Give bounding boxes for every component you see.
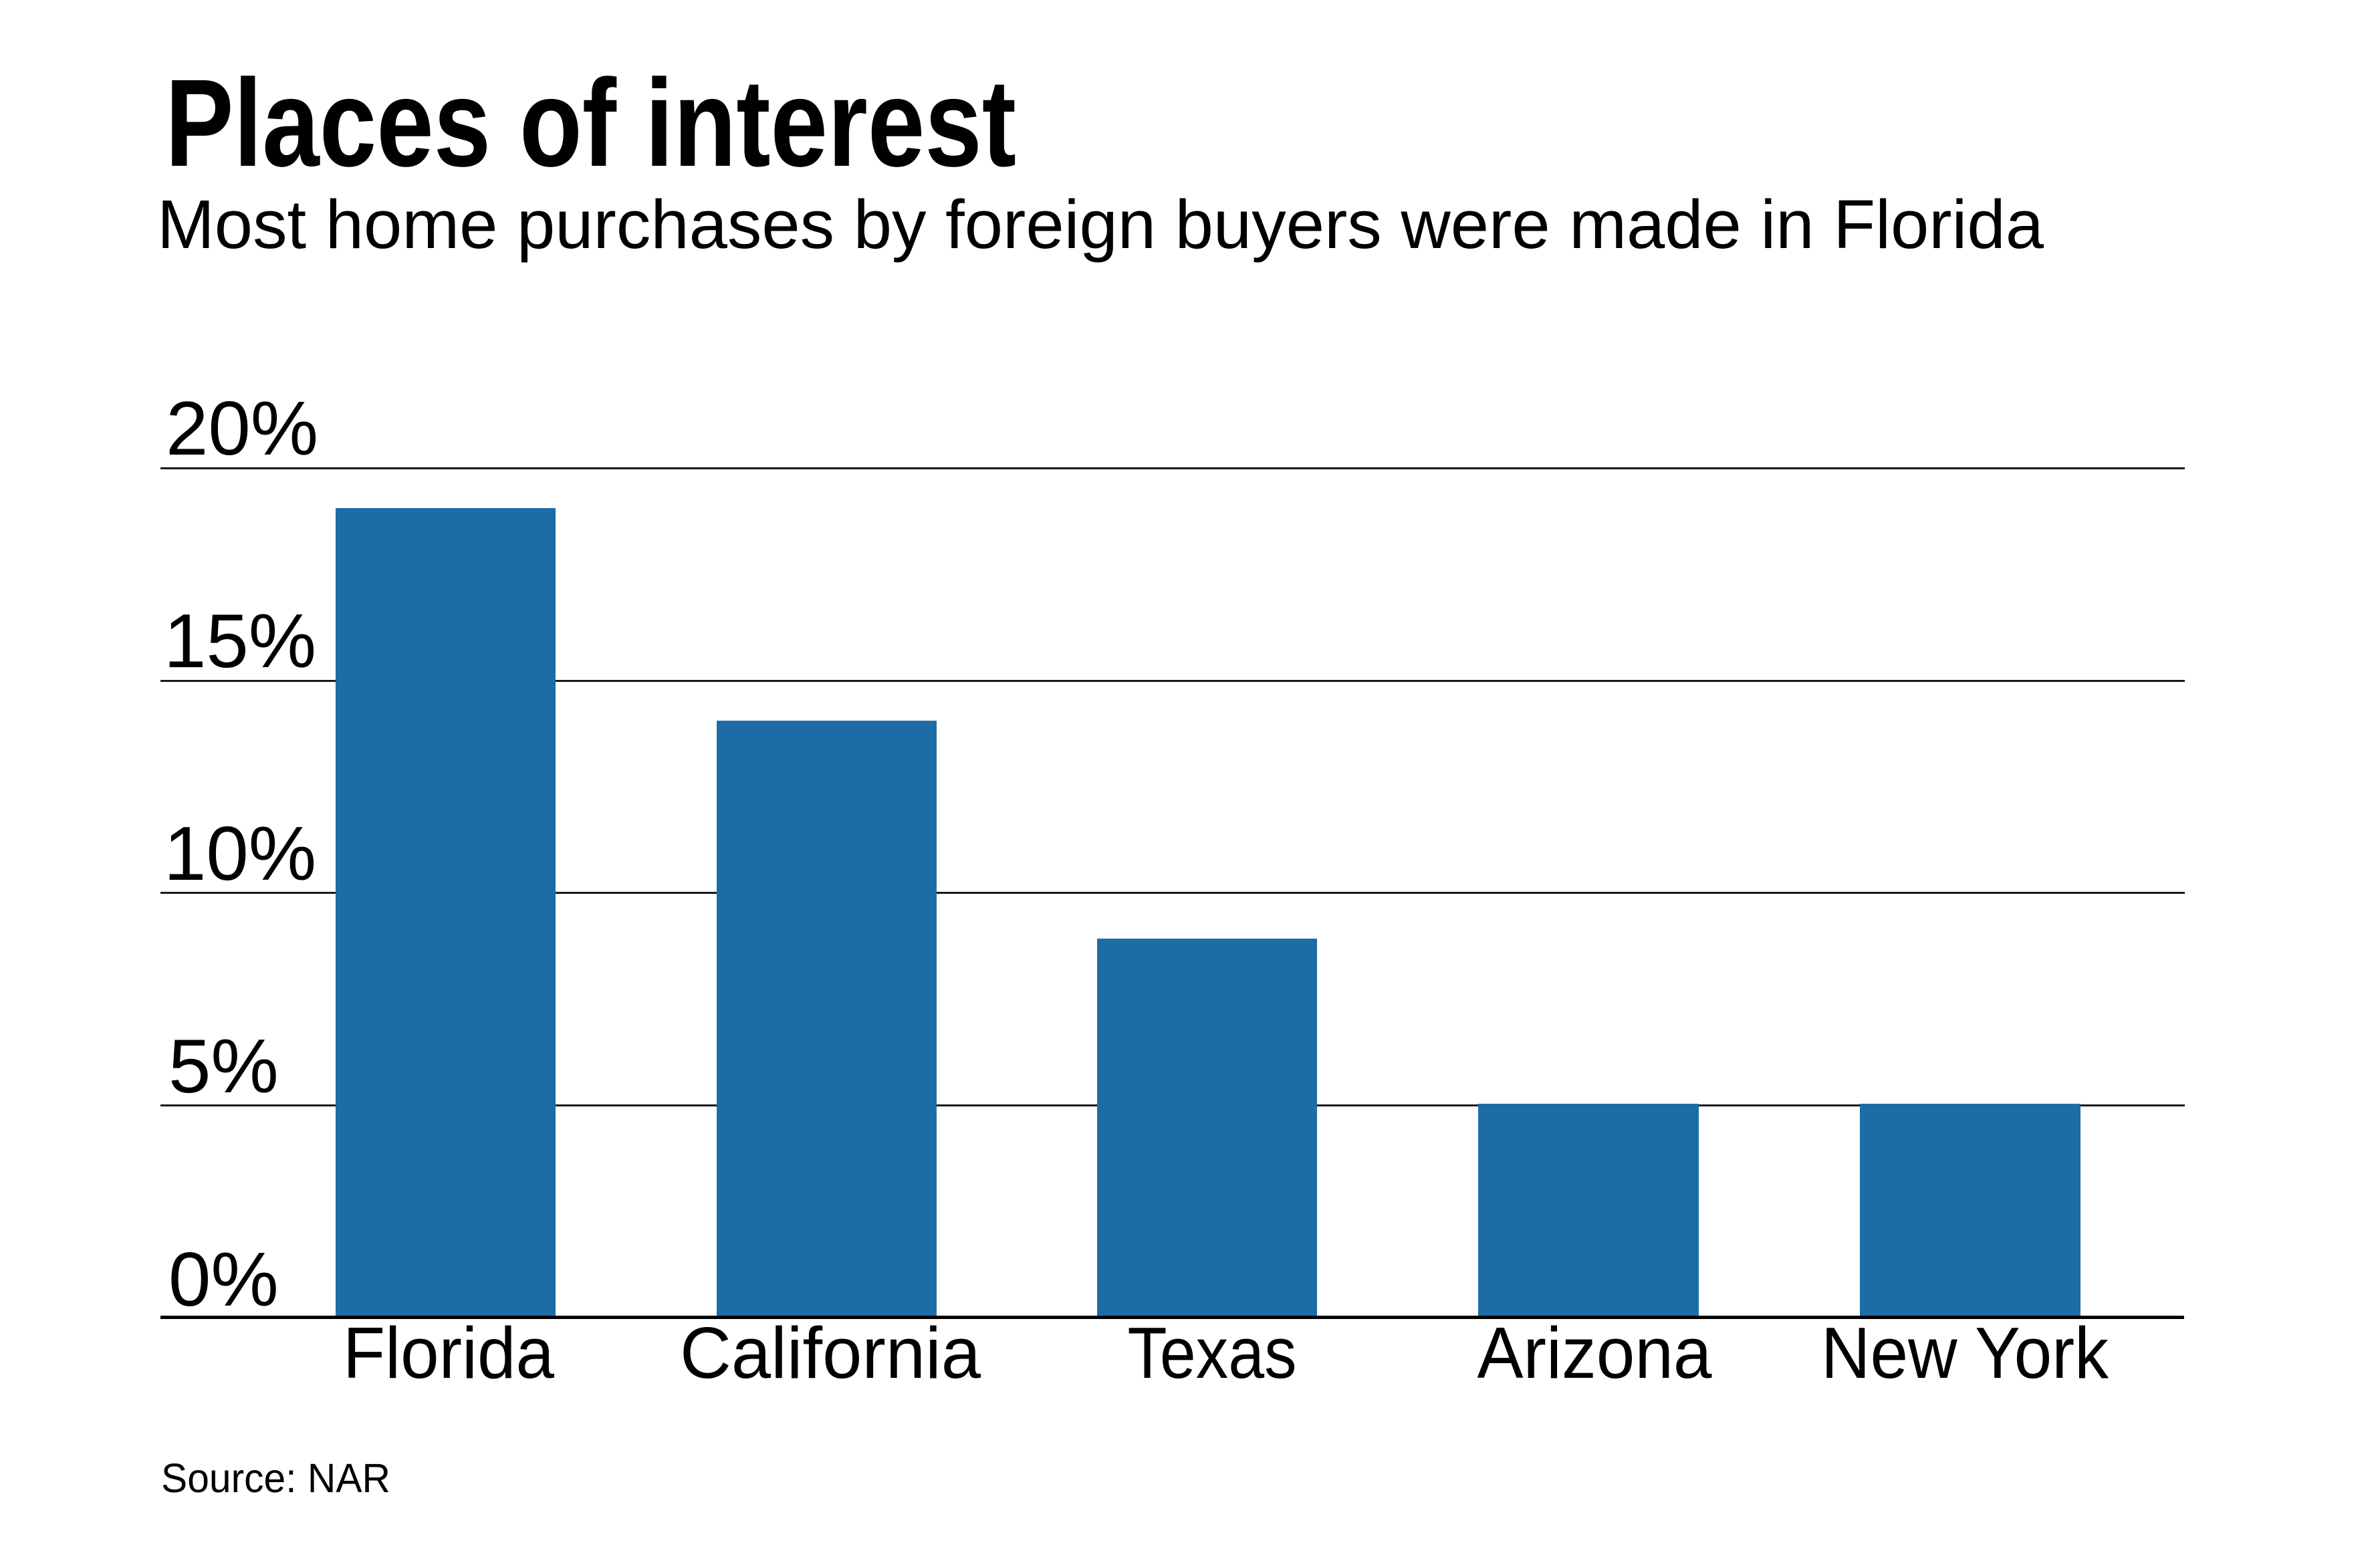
svg-text:Places of interest: Places of interest bbox=[165, 54, 1016, 193]
svg-text:Florida: Florida bbox=[343, 1312, 554, 1394]
svg-text:Texas: Texas bbox=[1128, 1312, 1297, 1394]
svg-text:0%: 0% bbox=[168, 1237, 279, 1322]
svg-text:California: California bbox=[680, 1312, 981, 1394]
svg-text:Most home purchases by foreign: Most home purchases by foreign buyers we… bbox=[157, 186, 2044, 263]
svg-text:20%: 20% bbox=[166, 386, 318, 471]
svg-text:Source: NAR: Source: NAR bbox=[161, 1455, 390, 1501]
svg-text:15%: 15% bbox=[164, 599, 316, 684]
svg-text:10%: 10% bbox=[164, 812, 316, 897]
svg-text:5%: 5% bbox=[168, 1024, 279, 1109]
svg-text:New York: New York bbox=[1821, 1312, 2109, 1394]
svg-text:Arizona: Arizona bbox=[1477, 1312, 1712, 1394]
